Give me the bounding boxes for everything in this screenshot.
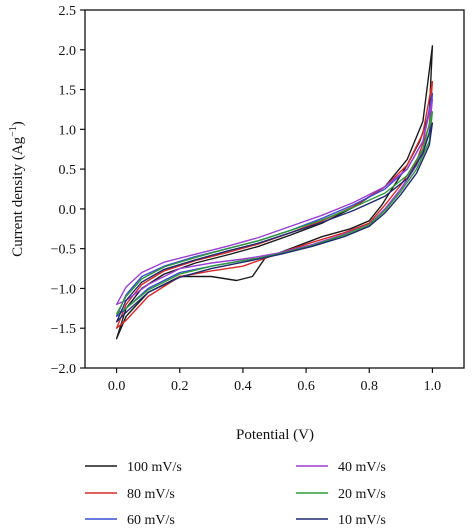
y-axis-label-main: Current density (Ag bbox=[10, 136, 26, 256]
y-tick-label: 0.0 bbox=[59, 203, 77, 218]
x-tick-label: 1.0 bbox=[424, 379, 442, 394]
y-axis-label: Current density (Ag−1) bbox=[8, 121, 26, 257]
legend-label: 20 mV/s bbox=[338, 487, 386, 502]
y-tick-label: 2.5 bbox=[59, 4, 77, 19]
y-tick-label: −0.5 bbox=[51, 243, 76, 258]
y-tick-label: −2.0 bbox=[51, 362, 76, 377]
y-tick-label: −1.5 bbox=[51, 322, 76, 337]
x-tick-label: 0.4 bbox=[234, 379, 252, 394]
y-axis-label-close: ) bbox=[10, 121, 26, 126]
series-line-6 bbox=[115, 122, 434, 323]
legend-label: 80 mV/s bbox=[127, 487, 175, 502]
plot-curves bbox=[115, 45, 434, 340]
plot-frame bbox=[84, 9, 465, 369]
x-axis-ticks: 0.0 0.2 0.4 0.6 0.8 1.0 bbox=[108, 368, 441, 394]
y-axis-label-sup: −1 bbox=[8, 126, 19, 137]
x-tick-label: 0.8 bbox=[361, 379, 379, 394]
legend-label: 60 mV/s bbox=[127, 513, 175, 528]
x-tick-label: 0.6 bbox=[297, 379, 315, 394]
y-tick-label: 1.5 bbox=[59, 84, 77, 99]
legend-label: 100 mV/s bbox=[127, 460, 182, 475]
y-tick-label: −1.0 bbox=[51, 282, 76, 297]
series-line-2 bbox=[115, 80, 434, 329]
y-axis-ticks: −2.0 −1.5 −1.0 −0.5 0.0 0.5 1.0 1.5 2.0 2.5 bbox=[51, 4, 85, 377]
legend: 100 mV/s 80 mV/s 60 mV/s 40 mV/s 20 mV/s 10 m… bbox=[85, 460, 386, 528]
y-tick-label: 2.0 bbox=[59, 44, 77, 59]
legend-label: 40 mV/s bbox=[338, 460, 386, 475]
y-tick-label: 0.5 bbox=[59, 163, 77, 178]
legend-label: 10 mV/s bbox=[338, 513, 386, 528]
x-tick-label: 0.2 bbox=[171, 379, 189, 394]
series-line-1 bbox=[115, 45, 434, 340]
y-tick-label: 1.0 bbox=[59, 123, 77, 138]
x-tick-label: 0.0 bbox=[108, 379, 126, 394]
x-axis-label: Potential (V) bbox=[236, 427, 314, 443]
